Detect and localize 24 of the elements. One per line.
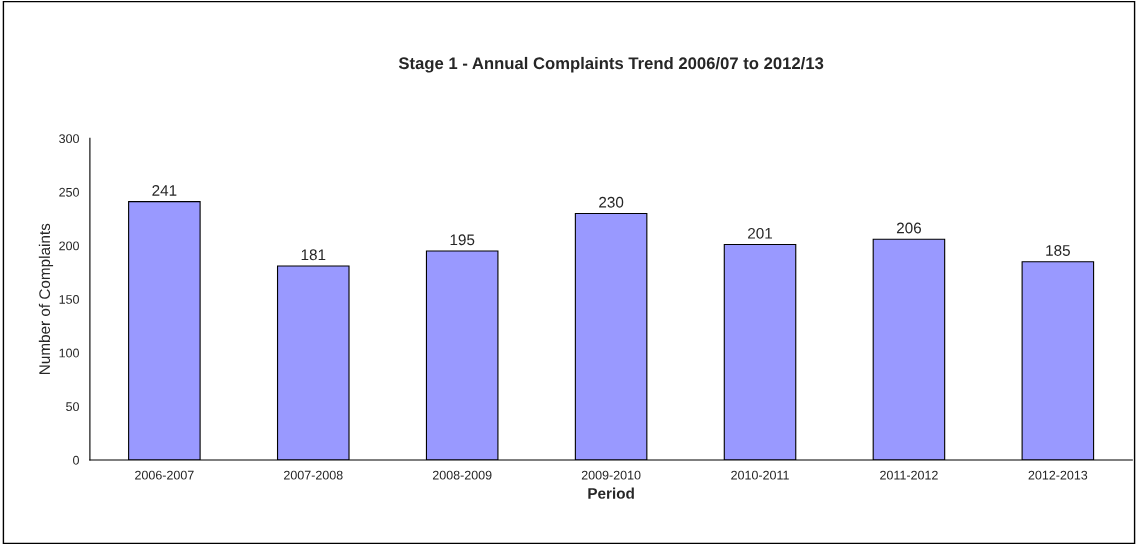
- x-tick-label: 2012-2013: [1028, 470, 1088, 480]
- data-label: 195: [450, 234, 475, 246]
- y-tick-label: 250: [59, 187, 79, 197]
- x-tick-label: 2007-2008: [284, 470, 343, 480]
- data-label: 230: [599, 196, 624, 208]
- x-axis-title: Period: [588, 487, 634, 499]
- x-tick-label: 2006-2007: [135, 470, 194, 480]
- x-tick-label: 2010-2011: [731, 470, 789, 480]
- x-tick-label: 2008-2009: [432, 470, 492, 480]
- y-tick-label: 200: [59, 241, 79, 251]
- data-label: 206: [896, 222, 922, 234]
- data-label: 181: [301, 249, 326, 261]
- y-tick-label: 0: [73, 455, 79, 465]
- y-tick-label: 50: [66, 402, 79, 412]
- x-tick-label: 2009-2010: [581, 470, 641, 480]
- y-tick-label: 300: [59, 134, 79, 144]
- y-tick-label: 150: [59, 295, 79, 304]
- chart-title: Stage 1 - Annual Complaints Trend 2006/07 to 2012/13: [398, 56, 824, 73]
- y-tick-label: 100: [59, 348, 79, 358]
- data-label: 241: [152, 185, 177, 196]
- data-label: 185: [1046, 245, 1070, 256]
- data-label: 201: [748, 227, 773, 239]
- y-axis-title: Number of Complaints: [38, 223, 54, 374]
- x-tick-label: 2011-2012: [880, 470, 938, 480]
